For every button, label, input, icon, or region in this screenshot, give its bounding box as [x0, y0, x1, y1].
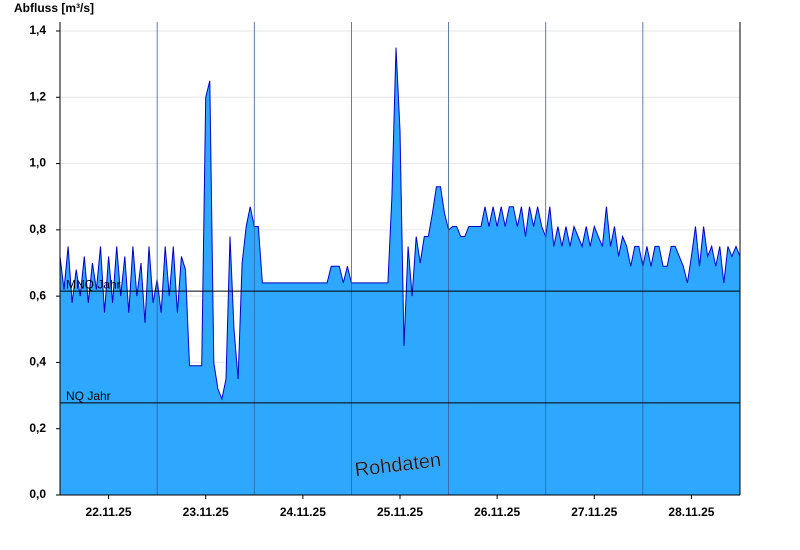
x-tick-label: 23.11.25 [183, 505, 229, 519]
x-tick-label: 24.11.25 [280, 505, 326, 519]
reference-label: NQ Jahr [66, 389, 111, 403]
y-tick-label: 1,4 [29, 23, 46, 37]
area [60, 47, 740, 495]
y-tick-label: 0,8 [29, 222, 46, 236]
x-tick-label: 25.11.25 [377, 505, 423, 519]
y-tick-label: 1,2 [29, 89, 46, 103]
x-tick-label: 28.11.25 [668, 505, 714, 519]
y-tick-label: 0,0 [29, 487, 46, 501]
y-axis-label: Abfluss [m³/s] [14, 1, 94, 15]
reference-label: MNQ Jahr [66, 277, 121, 291]
line [59, 47, 741, 401]
x-tick-label: 26.11.25 [474, 505, 520, 519]
y-tick-label: 0,2 [29, 421, 46, 435]
y-tick-label: 1,0 [29, 156, 46, 170]
x-tick-label: 22.11.25 [86, 505, 132, 519]
x-tick-label: 27.11.25 [571, 505, 617, 519]
y-tick-label: 0,6 [29, 288, 46, 302]
y-tick-label: 0,4 [29, 355, 46, 369]
